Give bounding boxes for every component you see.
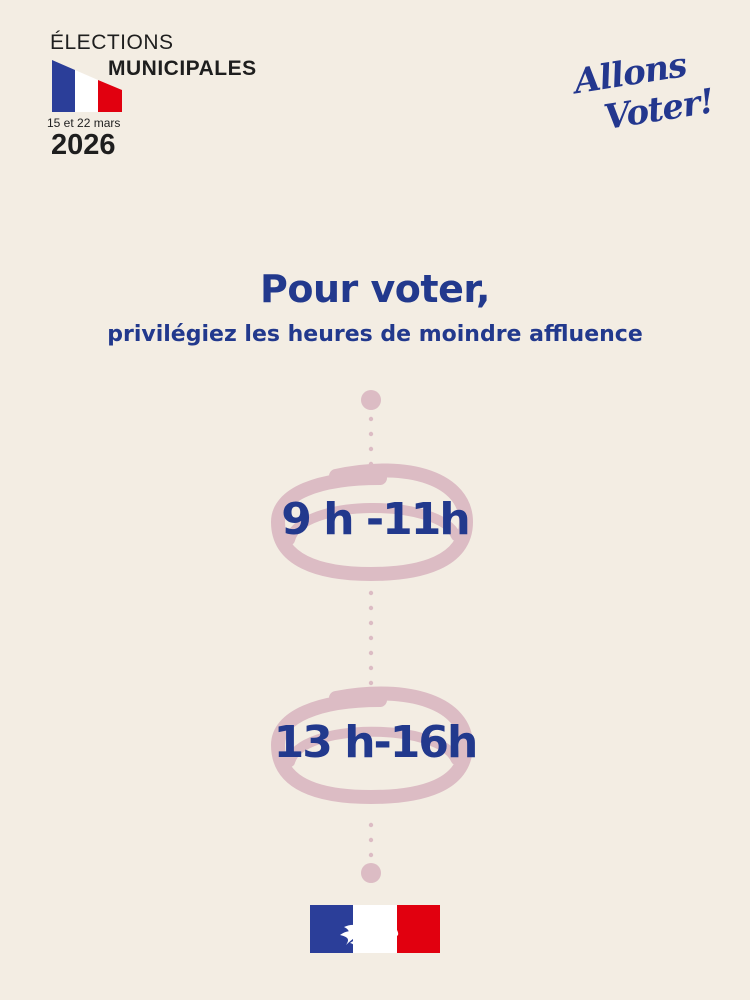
election-year: 2026 [51,129,116,161]
timeline-end-dot [361,863,381,883]
time-slot-morning: 9 h -11h [281,494,470,545]
marianne-republic-logo [310,905,440,953]
elections-label: ÉLECTIONS [50,31,174,54]
timeline-start-dot [361,390,381,410]
election-dates: 15 et 22 mars [47,116,121,130]
page-subtitle: privilégiez les heures de moindre afflue… [107,322,643,347]
page-title: Pour voter, [260,267,490,311]
time-slot-highlight-1 [270,463,474,582]
municipales-label: MUNICIPALES [106,57,259,81]
time-slot-afternoon: 13 h-16h [273,717,479,768]
french-flag-icon [52,60,122,112]
elections-header: ÉLECTIONS MUNICIPALES 15 et 22 mars 2026 [0,0,300,180]
time-slot-highlight-2 [270,686,474,805]
